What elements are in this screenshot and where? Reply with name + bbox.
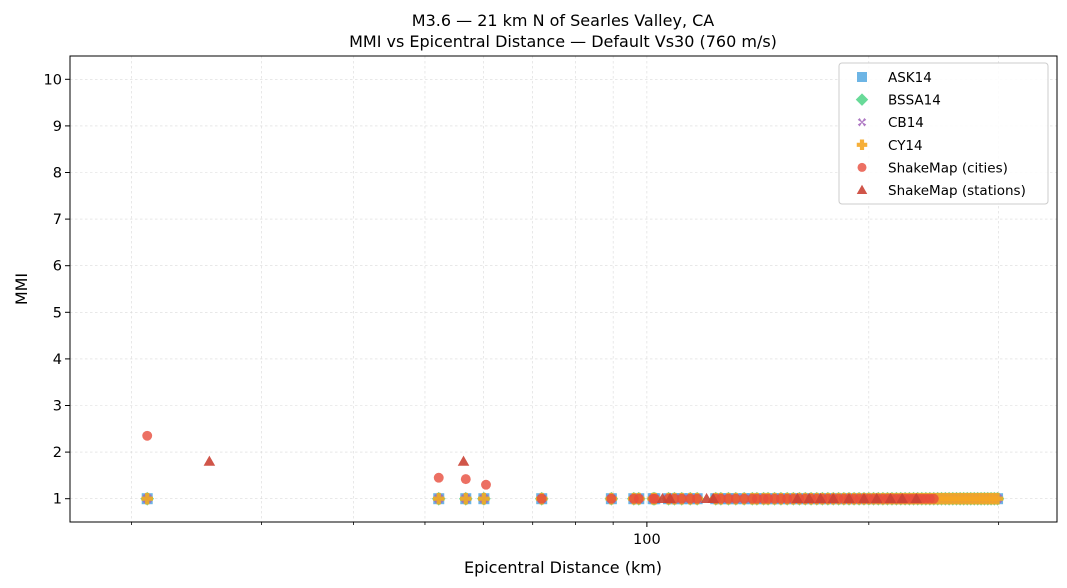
legend-marker-cy14	[856, 139, 868, 151]
chart-subtitle: MMI vs Epicentral Distance — Default Vs3…	[349, 32, 777, 51]
cy14-point	[432, 492, 445, 505]
shakemap-cities-point	[606, 493, 617, 504]
shakemap-stations-point	[827, 492, 840, 504]
legend: ASK14 BSSA14 CB14 CY14 ShakeMap (cities) Shak…	[838, 62, 1049, 205]
legend-label-cy14: CY14	[888, 138, 923, 154]
legend-marker-ask14	[857, 72, 867, 82]
legend-entry-shakemap-cities: ShakeMap (cities)	[857, 160, 1008, 176]
shakemap-stations-point	[656, 492, 669, 504]
shakemap-stations-point	[203, 455, 216, 466]
cy14-point	[141, 492, 153, 505]
shakemap-cities-point	[649, 493, 660, 504]
legend-entry-ask14: ASK14	[857, 70, 932, 86]
legend-entry-cb14: CB14	[857, 115, 924, 131]
legend-label-ask14: ASK14	[888, 70, 932, 86]
shakemap-stations-point	[884, 492, 897, 504]
y-tick-label: 2	[53, 445, 62, 461]
shakemap-stations-point	[870, 492, 883, 504]
cy14-point	[478, 492, 490, 505]
shakemap-cities-point	[685, 493, 696, 504]
shakemap-cities-point	[928, 493, 939, 504]
shakemap-stations-point	[457, 455, 470, 466]
y-tick-label: 10	[44, 72, 62, 88]
shakemap-cities-point	[633, 493, 644, 504]
legend-frame	[838, 62, 1049, 205]
shakemap-stations-point	[843, 492, 855, 504]
shakemap-stations-point	[664, 492, 676, 504]
y-tick-label: 1	[53, 492, 62, 508]
legend-entry-shakemap-stations: ShakeMap (stations)	[856, 183, 1026, 199]
legend-marker-shakemap-stations	[856, 184, 868, 194]
y-axis-label: MMI	[12, 273, 31, 305]
y-tick-label: 9	[53, 119, 62, 135]
shakemap-cities-point	[536, 493, 547, 504]
legend-label-shakemap-stations: ShakeMap (stations)	[888, 183, 1026, 199]
legend-entry-cy14: CY14	[856, 138, 923, 154]
shakemap-cities-point	[433, 472, 444, 483]
y-tick-label: 6	[53, 259, 62, 275]
shakemap-stations-point	[803, 492, 815, 504]
cy14-point	[991, 492, 1004, 505]
y-tick-label: 8	[53, 166, 62, 182]
shakemap-stations-point	[896, 492, 908, 504]
legend-marker-shakemap-cities	[857, 162, 867, 172]
chart-title: M3.6 — 21 km N of Searles Valley, CA	[412, 11, 715, 30]
legend-label-cb14: CB14	[888, 115, 924, 131]
shakemap-cities-point	[715, 493, 726, 504]
x-axis: 100	[131, 522, 1000, 548]
shakemap-cities-point	[692, 493, 703, 504]
plot-frame	[69, 55, 1058, 523]
shakemap-stations-point	[858, 492, 870, 504]
legend-label-bssa14: BSSA14	[888, 93, 941, 109]
shakemap-cities-point	[676, 493, 687, 504]
legend-marker-bssa14	[855, 93, 869, 106]
y-tick-label: 5	[53, 305, 62, 321]
shakemap-stations-point	[791, 492, 804, 504]
shakemap-cities-point	[739, 493, 750, 504]
shakemap-stations-point	[707, 492, 719, 504]
series-shakemap-stations	[203, 455, 923, 504]
shakemap-cities-point	[460, 474, 471, 485]
legend-label-shakemap-cities: ShakeMap (cities)	[888, 160, 1008, 176]
cy14-point	[460, 492, 472, 505]
y-axis: 1 2 3 4 5 6 7 8 9 10	[44, 72, 70, 508]
shakemap-stations-point	[910, 492, 923, 504]
shakemap-cities-point	[481, 479, 491, 490]
shakemap-cities-point	[723, 493, 734, 504]
shakemap-stations-point	[814, 492, 827, 504]
shakemap-cities-point	[730, 493, 741, 504]
legend-entries: ASK14 BSSA14 CB14 CY14 ShakeMap (cities) Shak…	[855, 70, 1026, 199]
legend-marker-cb14	[857, 117, 867, 127]
data-marks	[140, 430, 1005, 506]
x-axis-label: Epicentral Distance (km)	[464, 558, 662, 577]
y-tick-label: 3	[53, 399, 62, 415]
x-tick-label: 100	[633, 532, 661, 548]
shakemap-cities-point	[142, 430, 153, 441]
legend-entry-bssa14: BSSA14	[855, 93, 941, 109]
y-tick-label: 4	[53, 352, 62, 368]
y-tick-label: 7	[53, 212, 62, 228]
